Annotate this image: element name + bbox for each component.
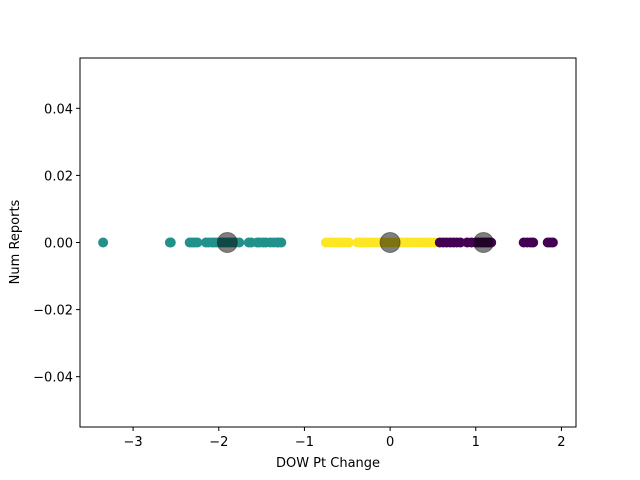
y-tick-label: 0.02 [44,169,73,184]
data-point [98,237,109,248]
y-tick-label: 0.00 [44,237,73,252]
y-axis: −0.04 −0.02 0.00 0.02 0.04 [33,102,80,386]
x-tick-label: −1 [295,435,314,450]
cluster-center [379,232,401,253]
y-tick-label: −0.04 [33,371,73,386]
x-axis-label: DOW Pt Change [276,456,380,471]
x-tick-label: −3 [124,435,143,450]
data-point [547,237,558,248]
data-point [528,237,539,248]
x-tick-label: 0 [386,435,394,450]
data-point [276,237,287,248]
data-point [192,237,203,248]
x-tick-label: −2 [209,435,228,450]
cluster-center [216,232,238,253]
data-point [165,237,176,248]
data-point [344,237,354,248]
y-axis-label: Num Reports [8,199,23,284]
cluster-centers [216,232,494,253]
y-tick-label: 0.04 [44,102,73,117]
x-tick-label: 2 [557,435,565,450]
x-axis: −3 −2 −1 0 1 2 [124,427,566,450]
cluster-center [473,232,494,253]
y-tick-label: −0.02 [33,304,73,319]
x-tick-label: 1 [472,435,480,450]
